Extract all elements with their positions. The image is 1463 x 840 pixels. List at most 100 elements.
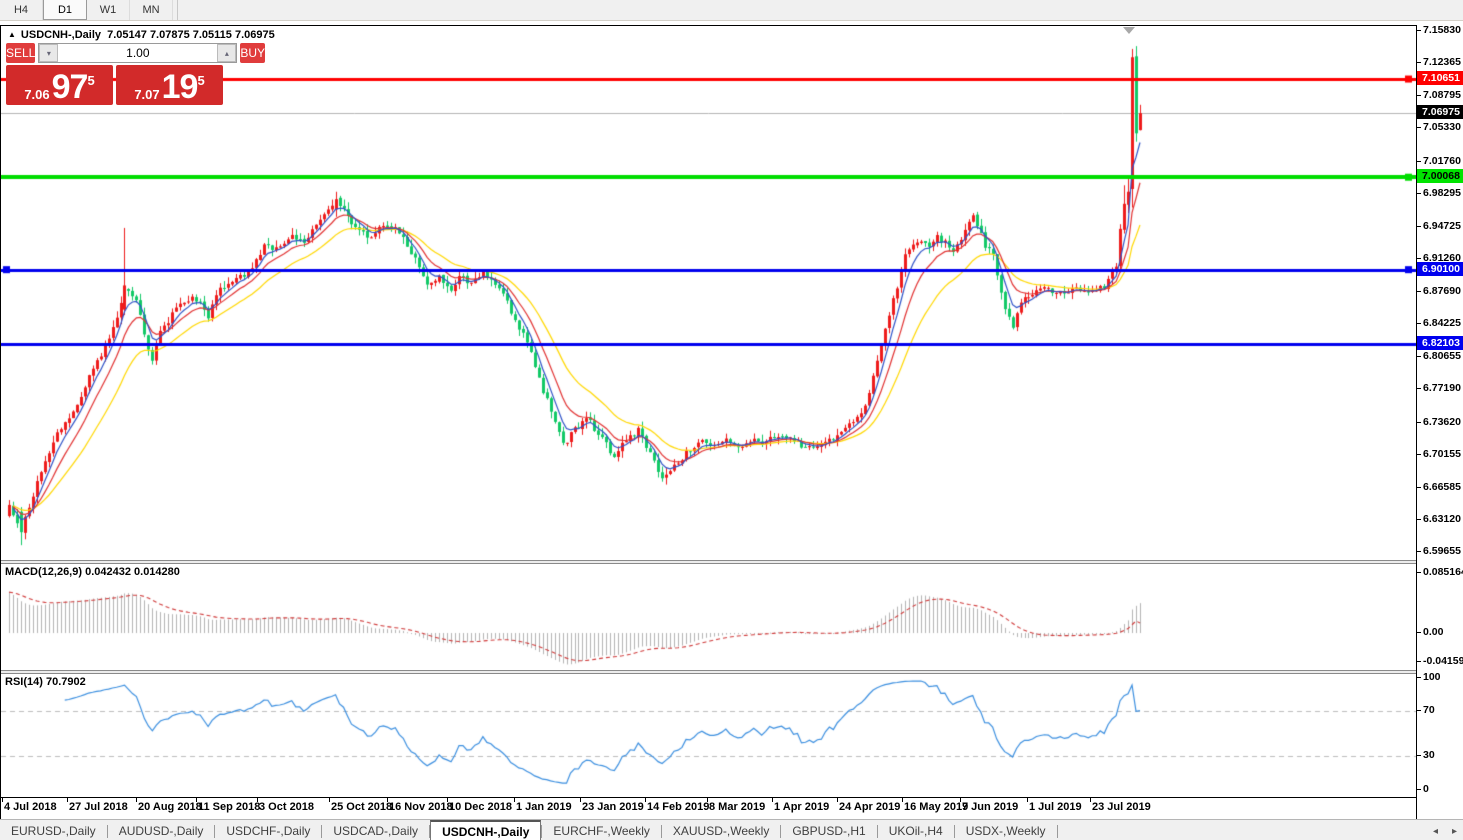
time-axis-tick [196, 798, 197, 802]
time-axis-tick [136, 798, 137, 802]
axis-tick-mark [1417, 421, 1421, 423]
time-axis-label: 1 Jan 2019 [516, 801, 572, 813]
axis-tick-label: 6.91260 [1423, 251, 1461, 264]
axis-tick-label: 7.08795 [1423, 89, 1461, 102]
rsi-chart-canvas[interactable] [1, 674, 1416, 797]
volume-decrease-button[interactable]: ▾ [39, 44, 59, 62]
volume-spinner: ▾ ▴ [38, 43, 238, 63]
chart-panes: ▲ USDCNH-,Daily 7.05147 7.07875 7.05115 7… [0, 25, 1416, 819]
time-axis-label: 24 Apr 2019 [839, 801, 901, 813]
macd-chart-canvas[interactable] [1, 564, 1416, 670]
time-axis-tick [645, 798, 646, 802]
time-axis-tick [67, 798, 68, 802]
chart-tab-usdcnh-daily[interactable]: USDCNH-,Daily [430, 820, 542, 840]
volume-input[interactable] [58, 44, 218, 62]
axis-tick-label: 0 [1423, 782, 1429, 795]
tab-separator [660, 824, 662, 838]
time-axis-tick [837, 798, 838, 802]
volume-increase-button[interactable]: ▴ [217, 44, 237, 62]
chart-tab-xauusd-weekly[interactable]: XAUUSD-,Weekly [672, 824, 770, 838]
time-axis-tick [329, 798, 330, 802]
axis-tick-mark [1417, 518, 1421, 520]
sell-price-box[interactable]: 7.06 97 5 [6, 65, 113, 105]
price-level-badge: 7.00068 [1417, 169, 1463, 184]
tab-separator [214, 824, 216, 838]
axis-tick-mark [1417, 127, 1421, 129]
axis-tick-mark [1417, 62, 1421, 64]
chart-tab-usdchf-daily[interactable]: USDCHF-,Daily [226, 824, 311, 838]
axis-tick-label: 6.87690 [1423, 285, 1461, 298]
axis-tick-label: 0.085164 [1423, 566, 1463, 579]
axis-tick-label: 7.15830 [1423, 24, 1461, 37]
time-axis-label: 23 Jan 2019 [582, 801, 644, 813]
tab-scroll-right-icon[interactable]: ▸ [1451, 825, 1457, 837]
time-axis-label: 8 Mar 2019 [709, 801, 766, 813]
pane-splitter[interactable] [1, 670, 1416, 674]
axis-tick-mark [1417, 453, 1421, 455]
chevron-down-icon: ▾ [46, 48, 51, 58]
timeframe-button-h4[interactable]: H4 [0, 0, 43, 20]
timeframe-button-d1[interactable]: D1 [43, 0, 87, 20]
chart-shift-marker-icon[interactable] [1123, 27, 1135, 34]
chart-window: ▲ USDCNH-,Daily 7.05147 7.07875 7.05115 7… [0, 24, 1463, 819]
time-axis-label: 1 Apr 2019 [774, 801, 830, 813]
chart-tab-usdcad-daily[interactable]: USDCAD-,Daily [333, 824, 419, 838]
axis-tick-mark [1417, 676, 1421, 678]
pane-splitter[interactable] [1, 560, 1416, 564]
time-axis-label: 4 Jul 2018 [4, 801, 57, 813]
chart-tab-gbpusd-h1[interactable]: GBPUSD-,H1 [792, 824, 866, 838]
axis-tick-mark [1417, 551, 1421, 553]
axis-tick-mark [1417, 572, 1421, 574]
time-axis-tick [2, 798, 3, 802]
axis-tick-label: 100 [1423, 670, 1441, 683]
time-axis-tick [257, 798, 258, 802]
rsi-axis[interactable]: 100 70 30 0 [1417, 670, 1463, 796]
tab-separator [321, 824, 323, 838]
time-axis-label: 16 May 2019 [904, 801, 969, 813]
axis-tick-mark [1417, 192, 1421, 194]
axis-tick-label: 0.00 [1423, 626, 1444, 639]
chart-tab-eurusd-daily[interactable]: EURUSD-,Daily [11, 824, 96, 838]
axis-corner [1417, 796, 1463, 817]
axis-tick-mark [1417, 225, 1421, 227]
buy-price-big-digits: 19 [161, 68, 199, 106]
time-axis-tick [447, 798, 448, 802]
axis-tick-label: 6.94725 [1423, 219, 1461, 232]
chart-tabs-bar: EURUSD-,Daily AUDUSD-,Daily USDCHF-,Daily U… [0, 819, 1463, 840]
axis-tick-label: 6.63120 [1423, 512, 1461, 525]
macd-axis[interactable]: 0.085164 0.00 -0.041597 [1417, 563, 1463, 673]
buy-button[interactable]: BUY [240, 43, 266, 63]
tab-separator [876, 824, 878, 838]
chart-tab-audusd-daily[interactable]: AUDUSD-,Daily [118, 824, 204, 838]
time-axis[interactable]: 4 Jul 2018 27 Jul 2018 20 Aug 2018 11 Sep 2… [1, 797, 1416, 819]
time-axis-tick [514, 798, 515, 802]
price-axis[interactable]: 7.15830 7.12365 7.08795 7.05330 7.01760 6.982… [1417, 24, 1463, 563]
price-chart-canvas[interactable] [1, 26, 1416, 560]
price-level-badge: 7.10651 [1417, 71, 1463, 86]
chart-tab-usdx-weekly[interactable]: USDX-,Weekly [965, 824, 1046, 838]
time-axis-label: 25 Oct 2018 [331, 801, 393, 813]
timeframe-toolbar: H4 D1 W1 MN [0, 0, 1463, 21]
axis-tick-mark [1417, 486, 1421, 488]
chart-tab-ukoil-h4[interactable]: UKOil-,H4 [888, 824, 943, 838]
axis-tick-mark [1417, 291, 1421, 293]
chart-tab-eurchf-weekly[interactable]: EURCHF-,Weekly [553, 824, 650, 838]
axis-tick-mark [1417, 755, 1421, 757]
collapse-trade-panel-icon[interactable]: ▲ [8, 30, 16, 39]
timeframe-button-mn[interactable]: MN [130, 0, 173, 20]
axis-tick-label: 6.77190 [1423, 382, 1461, 395]
price-pane: ▲ USDCNH-,Daily 7.05147 7.07875 7.05115 7… [1, 26, 1416, 560]
tab-separator [953, 824, 955, 838]
time-axis-tick [387, 798, 388, 802]
axis-tick-mark [1417, 356, 1421, 358]
tab-scroll-left-icon[interactable]: ◂ [1432, 825, 1438, 837]
timeframe-button-w1[interactable]: W1 [87, 0, 130, 20]
buy-price-box[interactable]: 7.07 19 5 [116, 65, 223, 105]
time-axis-label: 7 Jun 2019 [962, 801, 1019, 813]
time-axis-label: 10 Dec 2018 [449, 801, 512, 813]
sell-button[interactable]: SELL [6, 43, 36, 63]
price-level-badge: 7.06975 [1417, 105, 1463, 120]
time-axis-tick [1090, 798, 1091, 802]
chart-ohlc-values: 7.05147 7.07875 7.05115 7.06975 [107, 29, 275, 41]
